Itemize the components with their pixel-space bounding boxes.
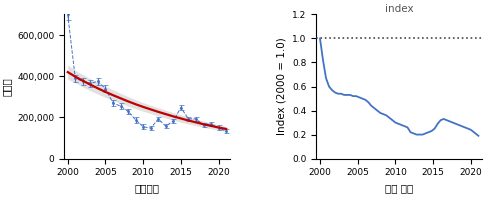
Y-axis label: 개체수: 개체수 (1, 77, 11, 96)
Title: index: index (385, 4, 413, 14)
Y-axis label: Index (2000 = 1.0): Index (2000 = 1.0) (277, 38, 286, 135)
X-axis label: 조사 년도: 조사 년도 (385, 183, 413, 193)
X-axis label: 조사년도: 조사년도 (134, 183, 159, 193)
